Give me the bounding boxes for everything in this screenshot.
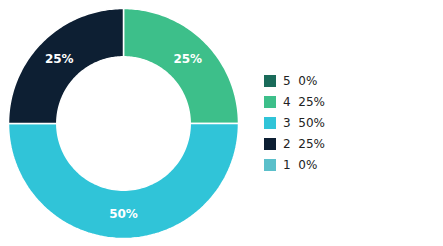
html-text:1 0%: 1 0% bbox=[283, 158, 318, 172]
html-text:2 25%: 2 25% bbox=[283, 137, 325, 151]
svg-text:25%: 25% bbox=[45, 52, 74, 66]
html-text:4 25%: 4 25% bbox=[283, 95, 325, 109]
svg-text:25%: 25% bbox=[173, 52, 202, 66]
svg-text:50%: 50% bbox=[109, 207, 138, 221]
html-text:5 0%: 5 0% bbox=[283, 74, 318, 88]
html-text:3 50%: 3 50% bbox=[283, 116, 325, 130]
